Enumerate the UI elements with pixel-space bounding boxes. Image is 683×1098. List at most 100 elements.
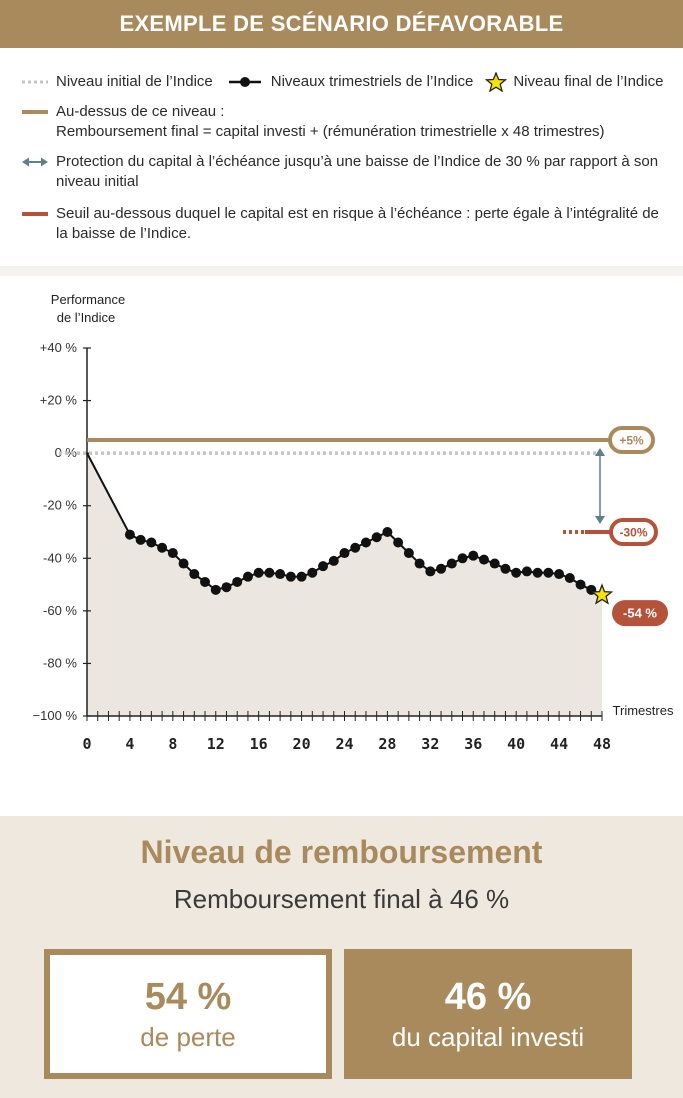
legend-row-3: Protection du capital à l’échéance jusqu… [20,152,658,192]
index-point [371,532,382,543]
legend-initial-level: Niveau initial de l’Indice [56,73,213,90]
index-point [167,548,178,559]
protection-arrow-head-up [595,448,605,456]
x-tick-label: 8 [168,735,177,753]
index-point [468,550,479,561]
x-tick-label: 40 [507,735,525,753]
capital-box: 46 % du capital investi [344,949,632,1079]
index-point [275,569,286,580]
plus5-badge [608,426,655,454]
legend-above-line2: Remboursement final = capital investi + … [56,123,605,140]
legend-final-level: Niveau final de l’Indice [513,73,664,90]
legend: Niveau initial de l’Indice Niveaux trime… [0,48,683,266]
index-point [511,567,522,578]
y-tick-label: -20 % [43,498,77,513]
legend-protection-line1: Protection du capital à l’échéance jusqu… [56,153,659,170]
x-tick-label: 44 [550,735,568,753]
final-star [590,583,614,605]
index-point [425,566,436,577]
legend-threshold-line2: la baisse de l’Indice. [56,225,192,242]
index-point [414,558,425,569]
ylabel-line1: Performance [51,292,125,307]
index-point [157,542,168,553]
index-point [135,534,146,545]
loss-label: de perte [140,1022,236,1052]
gold-line-icon [22,110,48,114]
index-point [393,537,404,548]
index-point [532,567,543,578]
legend-quarterly-levels: Niveaux trimestriels de l’Indice [270,73,474,90]
y-tick-label: -60 % [43,603,77,618]
index-point [350,542,361,553]
index-point [264,567,275,578]
area-fill [87,453,602,716]
index-point [403,548,414,559]
y-tick-label: +40 % [40,340,78,355]
x-tick-label: 4 [125,735,134,753]
y-tick-label: -40 % [43,550,77,565]
y-tick-label: -80 % [43,655,77,670]
index-point [575,579,586,590]
capital-label: du capital investi [391,1022,585,1052]
index-point [446,558,457,569]
legend-row-1: Niveau initial de l’Indice Niveaux trime… [20,72,663,92]
capital-value: 46 % [444,976,532,1018]
xlabel: Trimestres [613,703,674,718]
double-arrow-icon [22,157,48,167]
x-tick-label: 48 [593,735,611,753]
index-point [382,527,393,537]
index-point [554,569,565,580]
star-icon [485,72,508,92]
index-point [328,555,339,566]
protection-arrow-head-down [595,516,605,524]
x-tick-label: 0 [82,735,91,753]
plus5-label: +5% [619,434,644,448]
legend-row-4: Seuil au-dessous duquel le capital est e… [20,204,659,244]
index-point [307,567,318,578]
index-point [543,567,554,578]
index-point [210,584,221,595]
index-point [232,576,243,587]
index-point [285,571,296,582]
index-point [360,537,371,548]
index-point [564,573,575,583]
x-tick-label: 20 [293,735,311,753]
x-tick-label: 16 [250,735,268,753]
index-line [86,452,603,596]
index-point [339,548,350,559]
page-title: EXEMPLE DE SCÉNARIO DÉFAVORABLE [0,0,683,48]
legend-threshold-line1: Seuil au-dessous duquel le capital est e… [56,205,659,222]
index-point [478,554,489,565]
index-point [221,582,232,593]
x-tick-label: 36 [464,735,482,753]
y-tick-label: −100 % [33,708,78,723]
index-point [489,558,500,569]
repayment-title: Niveau de remboursement [140,834,543,870]
loss-box: 54 % de perte [44,949,332,1079]
index-point [124,529,135,540]
index-point [521,566,532,577]
index-point [457,553,468,564]
x-tick-label: 32 [421,735,439,753]
index-point [318,561,329,572]
ylabel-line2: de l’Indice [57,310,116,325]
y-tick-label: +20 % [40,393,78,408]
index-point [189,569,200,580]
index-point [436,563,447,574]
performance-chart: Performance de l’Indice Trimestres +40 %… [33,292,674,753]
x-tick-label: 24 [335,735,353,753]
index-point [253,567,264,578]
legend-protection-line2: niveau initial [56,173,139,190]
chart-area: Performance de l’Indice Trimestres +40 %… [0,276,683,816]
separator [0,266,683,276]
legend-row-2: Au-dessus de ce niveau : Remboursement f… [20,102,605,142]
line-dot-icon [228,77,261,87]
index-point [500,563,511,574]
index-point [242,571,253,582]
final-badge [612,600,668,627]
legend-above-line1: Au-dessus de ce niveau : [56,103,225,120]
index-point [200,576,211,587]
index-point [146,537,157,548]
index-point [178,558,189,569]
title-text: EXEMPLE DE SCÉNARIO DÉFAVORABLE [119,11,564,36]
